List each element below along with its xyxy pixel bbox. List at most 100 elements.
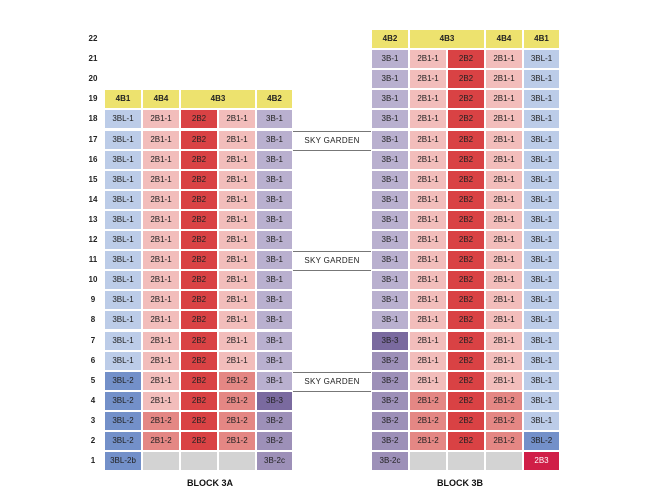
unit-cell: 2B3: [524, 452, 559, 471]
unit-cell: 2B1-1: [486, 150, 522, 169]
unit-cell: 2B1-1: [143, 271, 179, 290]
unit-cell: 3B-1: [257, 271, 292, 290]
unit-cell: 2B1-1: [143, 251, 179, 270]
unit-cell: 2B1-1: [219, 351, 255, 370]
unit-cell: 2B2: [448, 251, 484, 270]
unit-cell: 3BL-1: [524, 50, 559, 69]
unit-cell: 3B-2: [372, 411, 408, 430]
floor-label: 6: [90, 355, 96, 365]
unit-cell: 2B1-1: [143, 130, 179, 149]
unit-cell: 2B1-1: [410, 251, 446, 270]
unit-cell: 3B-1: [372, 150, 408, 169]
unit-cell: 3BL-1: [524, 90, 559, 109]
unit-cell: 2B1-2: [410, 432, 446, 450]
unit-cell: 2B1-1: [219, 130, 255, 149]
unit-cell: 2B1-1: [486, 251, 522, 270]
floor-label: 10: [88, 275, 98, 285]
floor-label: 9: [90, 295, 96, 305]
unit-cell: 2B2: [448, 231, 484, 249]
unit-cell: 4B1: [105, 90, 141, 109]
unit-cell: 2B2: [448, 271, 484, 290]
unit-cell: 3BL-2: [105, 432, 141, 450]
unit-cell: 2B2: [181, 411, 217, 430]
unit-cell: 2B1-1: [410, 291, 446, 310]
unit-cell: 2B2: [181, 190, 217, 209]
unit-cell: 2B1-1: [410, 331, 446, 350]
unit-cell: 3B-2: [372, 351, 408, 370]
unit-cell: 3B-1: [257, 231, 292, 249]
empty-cell: [181, 452, 217, 471]
unit-cell: 2B1-1: [486, 371, 522, 390]
unit-cell: 3B-1: [372, 311, 408, 330]
unit-cell: 3B-1: [372, 130, 408, 149]
floor-label: 19: [88, 94, 98, 104]
unit-cell: 2B1-2: [143, 411, 179, 430]
unit-cell: 3BL-1: [524, 210, 559, 229]
unit-cell: 2B1-2: [219, 371, 255, 390]
unit-cell: 3B-1: [372, 251, 408, 270]
unit-cell: 4B1: [524, 30, 559, 48]
unit-cell: 4B4: [486, 30, 522, 48]
unit-cell: 3BL-1: [524, 150, 559, 169]
unit-cell: 3B-2: [372, 371, 408, 390]
unit-cell: 3B-1: [257, 130, 292, 149]
unit-cell: 3B-2c: [372, 452, 408, 471]
unit-cell: 2B1-1: [410, 311, 446, 330]
unit-cell: 2B2: [448, 170, 484, 189]
unit-cell: 2B1-1: [219, 331, 255, 350]
unit-cell: 2B1-1: [219, 110, 255, 129]
unit-cell: 3B-1: [257, 371, 292, 390]
unit-cell: 2B1-1: [143, 311, 179, 330]
unit-cell: 3BL-1: [105, 331, 141, 350]
unit-cell: 3BL-1: [105, 190, 141, 209]
unit-cell: 2B1-2: [219, 411, 255, 430]
floor-label: 5: [90, 375, 96, 385]
unit-cell: 2B1-1: [486, 70, 522, 89]
unit-cell: 2B2: [181, 391, 217, 410]
unit-cell: 2B2: [448, 291, 484, 310]
block-3b-label: BLOCK 3B: [436, 478, 483, 488]
unit-cell: 2B1-1: [219, 291, 255, 310]
unit-cell: 2B1-1: [486, 231, 522, 249]
unit-cell: 2B1-1: [410, 110, 446, 129]
unit-cell: 3BL-1: [105, 170, 141, 189]
unit-cell: 3BL-1: [524, 70, 559, 89]
unit-cell: 2B2: [181, 110, 217, 129]
unit-cell: 3B-1: [257, 351, 292, 370]
unit-cell: 3BL-1: [105, 231, 141, 249]
unit-cell: 2B1-1: [410, 190, 446, 209]
floor-label: 3: [90, 415, 96, 425]
unit-cell: 3BL-1: [524, 271, 559, 290]
unit-cell: 2B2: [448, 351, 484, 370]
unit-cell: 3BL-1: [524, 251, 559, 270]
sky-garden-bridge: SKY GARDEN: [293, 130, 371, 151]
unit-cell: 2B1-1: [143, 210, 179, 229]
unit-cell: 3BL-1: [524, 190, 559, 209]
unit-cell: 3BL-1: [524, 110, 559, 129]
unit-cell: 2B1-1: [410, 50, 446, 69]
unit-cell: 2B2: [448, 110, 484, 129]
unit-cell: 2B1-1: [486, 90, 522, 109]
unit-cell: 2B2: [181, 130, 217, 149]
unit-cell: 2B1-1: [143, 231, 179, 249]
unit-cell: 3B-1: [372, 110, 408, 129]
sky-garden-bridge: SKY GARDEN: [293, 251, 371, 272]
unit-cell: 2B1-1: [219, 311, 255, 330]
floor-label: 20: [88, 74, 98, 84]
unit-cell: 2B1-1: [143, 331, 179, 350]
unit-cell: 2B2: [448, 371, 484, 390]
unit-cell: 3B-1: [257, 311, 292, 330]
unit-cell: 3BL-1: [524, 291, 559, 310]
unit-cell: 2B1-2: [219, 432, 255, 450]
unit-cell: 2B1-1: [143, 150, 179, 169]
unit-cell: 2B1-1: [219, 231, 255, 249]
unit-cell: 2B2: [448, 432, 484, 450]
floor-label: 1: [90, 456, 96, 466]
unit-cell: 2B1-1: [410, 170, 446, 189]
unit-cell: 2B1-2: [410, 391, 446, 410]
floor-label: 8: [90, 315, 96, 325]
unit-cell: 3BL-1: [105, 150, 141, 169]
unit-cell: 2B2: [448, 391, 484, 410]
unit-cell: 2B1-1: [219, 251, 255, 270]
unit-cell: 3B-1: [257, 331, 292, 350]
